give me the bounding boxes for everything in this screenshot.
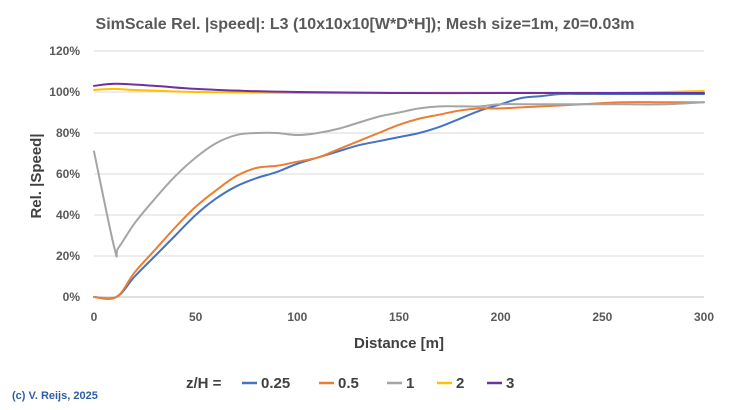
y-tick-label: 20% [56,249,80,263]
x-tick-label: 150 [389,310,409,324]
series-line-0-5 [93,101,705,300]
y-tick-label: 40% [56,208,80,222]
y-axis-ticks: 0% 20% 40% 60% 80% 100% 120% [49,44,80,304]
legend: z/H = 0.25 0.5 1 2 3 [186,375,514,392]
chart-title: SimScale Rel. |speed|: L3 (10x10x10[W*D*… [96,16,635,33]
series-line-0-25 [93,92,705,300]
y-tick-label: 60% [56,167,80,181]
series-line-3 [93,82,705,95]
legend-label: 1 [406,375,414,392]
legend-label: 0.5 [338,375,359,392]
x-tick-label: 0 [91,310,98,324]
y-tick-label: 100% [49,85,80,99]
credit-text: (c) V. Reijs, 2025 [12,390,98,402]
legend-label: 3 [506,375,514,392]
y-tick-label: 120% [49,44,80,58]
x-axis-ticks: 0 50 100 150 200 250 300 [91,310,715,324]
series-line-1 [93,101,705,258]
legend-label: 0.25 [261,375,290,392]
x-tick-label: 200 [491,310,511,324]
x-tick-label: 50 [189,310,203,324]
x-tick-label: 250 [592,310,612,324]
y-tick-label: 0% [63,290,81,304]
y-tick-label: 80% [56,126,80,140]
x-tick-label: 100 [287,310,307,324]
plot-area [93,82,705,300]
x-tick-label: 300 [694,310,714,324]
legend-label: 2 [456,375,464,392]
y-axis-title: Rel. |Speed| [28,133,45,218]
legend-title: z/H = [186,375,222,392]
x-axis-title: Distance [m] [354,335,444,352]
